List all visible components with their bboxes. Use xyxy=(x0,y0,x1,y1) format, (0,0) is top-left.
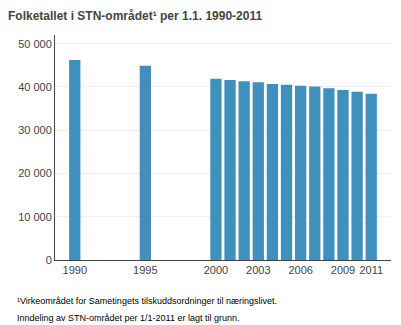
svg-text:40 000: 40 000 xyxy=(18,81,52,93)
svg-text:Inndeling av STN-området per 1: Inndeling av STN-området per 1/1-2011 er… xyxy=(17,313,239,323)
svg-text:2003: 2003 xyxy=(246,264,270,276)
svg-text:2000: 2000 xyxy=(204,264,228,276)
svg-text:2006: 2006 xyxy=(288,264,312,276)
svg-text:1990: 1990 xyxy=(63,264,87,276)
svg-text:1995: 1995 xyxy=(133,264,157,276)
svg-text:0: 0 xyxy=(46,254,52,266)
svg-text:2011: 2011 xyxy=(359,264,383,276)
svg-text:10 000: 10 000 xyxy=(18,211,52,223)
svg-text:¹Virkeområdet for Sametingets: ¹Virkeområdet for Sametingets tilskuddso… xyxy=(17,296,277,306)
svg-text:Folketallet i STN-området¹ per: Folketallet i STN-området¹ per 1.1. 1990… xyxy=(8,9,262,23)
svg-text:20 000: 20 000 xyxy=(18,167,52,179)
svg-text:2009: 2009 xyxy=(331,264,355,276)
svg-text:50 000: 50 000 xyxy=(18,38,52,50)
svg-text:30 000: 30 000 xyxy=(18,124,52,136)
